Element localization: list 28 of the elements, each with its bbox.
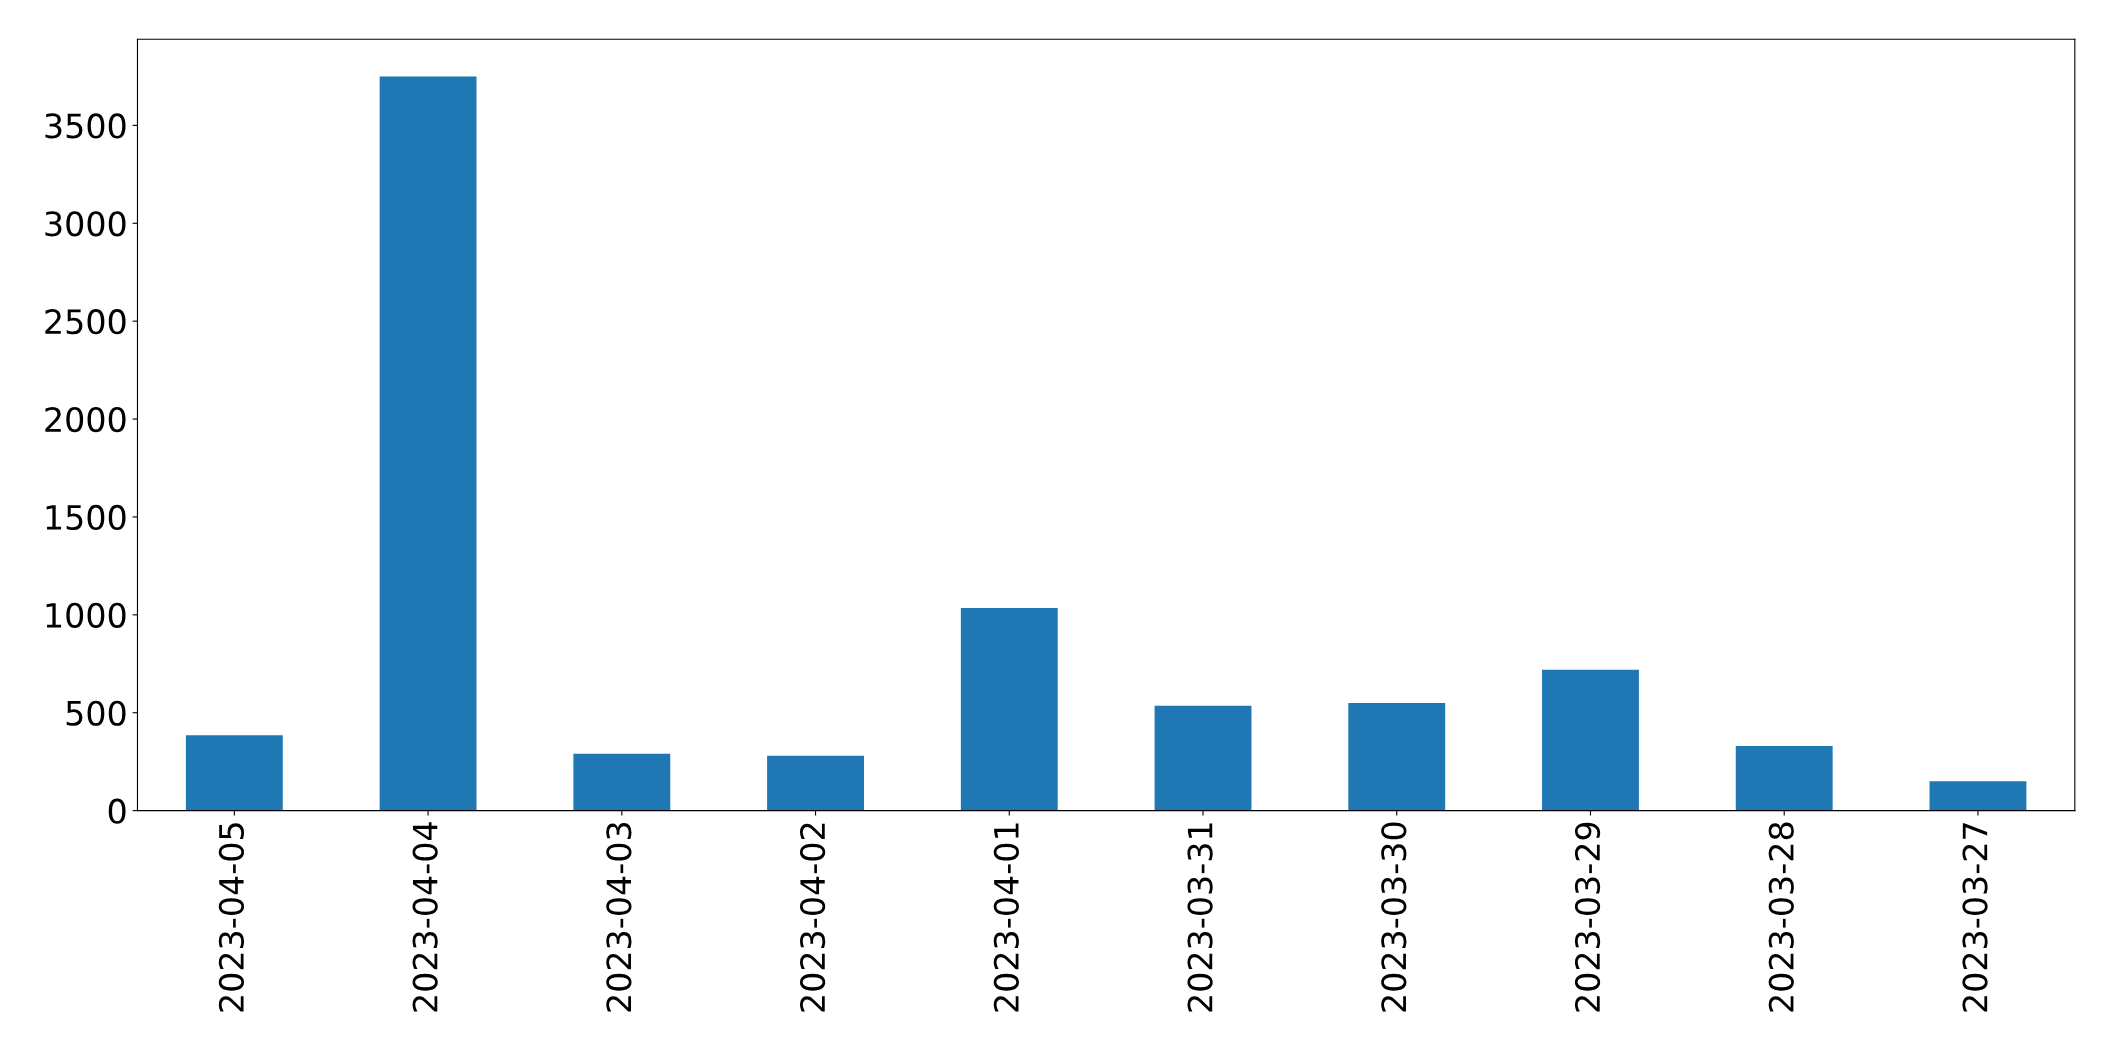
y-tick-label: 3500	[45, 113, 126, 139]
x-tick-label: 2023-04-03	[606, 823, 632, 1012]
x-tick-label: 2023-03-27	[1962, 823, 1988, 1012]
y-tick-label: 500	[66, 700, 126, 726]
y-tick-label: 2500	[45, 309, 126, 335]
x-tick-label: 2023-04-04	[412, 822, 438, 1012]
y-tick-label: 2000	[45, 406, 126, 433]
x-tick-label: 2023-04-01	[993, 823, 1019, 1012]
y-tick-label: 0	[108, 798, 126, 824]
bar	[1348, 702, 1446, 811]
bar	[1735, 746, 1833, 811]
bar	[379, 76, 477, 811]
y-tick-label: 1500	[46, 504, 126, 531]
bar	[1154, 705, 1252, 811]
y-tick-label: 1000	[46, 602, 126, 628]
bar	[573, 753, 671, 811]
x-tick-label: 2023-03-29	[1574, 822, 1601, 1012]
bar	[767, 755, 864, 811]
x-tick-label: 2023-04-02	[800, 823, 826, 1012]
x-tick-label: 2023-03-31	[1187, 823, 1213, 1012]
bar	[1929, 781, 2027, 811]
bar	[185, 735, 283, 811]
x-tick-label: 2023-03-28	[1768, 822, 1794, 1012]
bar	[1542, 669, 1639, 811]
bar	[960, 607, 1058, 811]
y-tick-label: 3000	[45, 211, 126, 237]
x-tick-label: 2023-04-05	[218, 823, 245, 1012]
x-tick-label: 2023-03-30	[1381, 822, 1407, 1012]
